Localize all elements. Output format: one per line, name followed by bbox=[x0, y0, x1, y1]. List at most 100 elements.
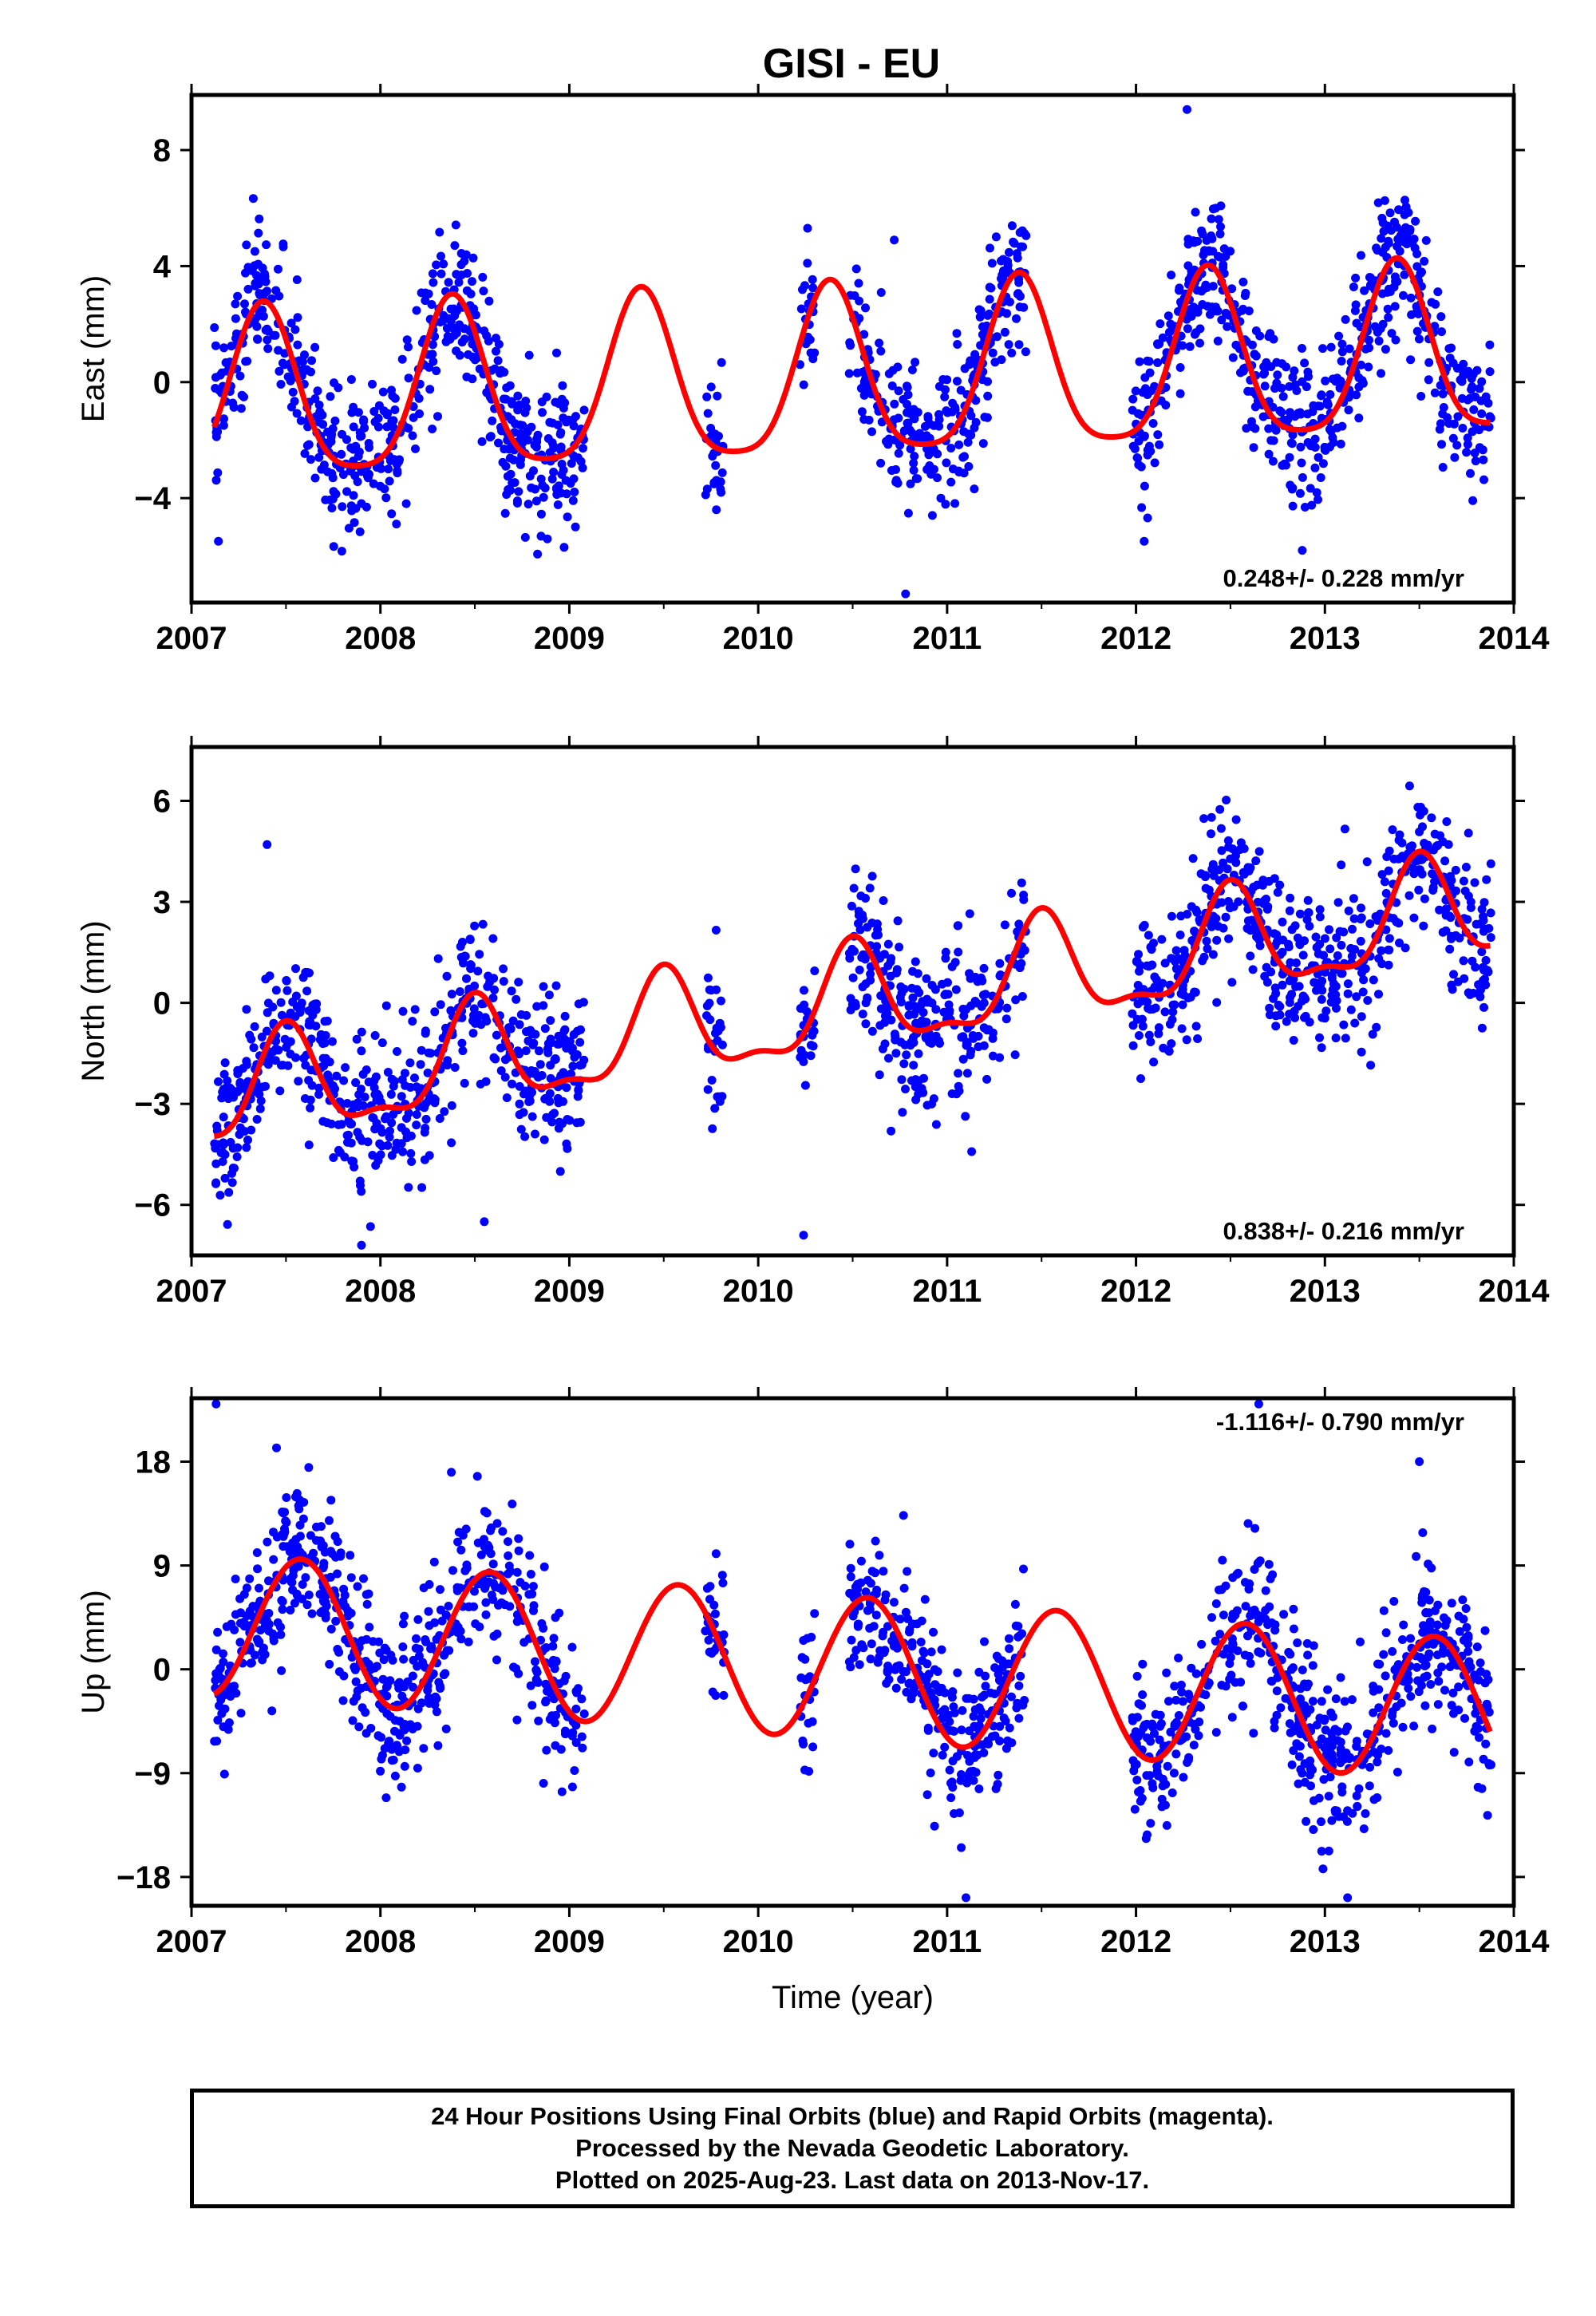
data-point bbox=[846, 1662, 855, 1672]
data-point bbox=[867, 871, 877, 881]
data-point bbox=[450, 1063, 460, 1072]
data-point bbox=[1191, 207, 1200, 217]
data-point bbox=[542, 1745, 551, 1755]
data-point bbox=[424, 1607, 433, 1616]
data-point bbox=[233, 1086, 243, 1096]
data-point bbox=[850, 291, 859, 300]
data-point bbox=[891, 1683, 901, 1693]
data-point bbox=[1464, 1757, 1474, 1767]
data-point bbox=[546, 1073, 555, 1083]
data-point bbox=[1168, 1007, 1178, 1017]
data-point bbox=[894, 413, 903, 423]
data-point bbox=[568, 496, 578, 505]
data-point bbox=[891, 464, 900, 474]
data-point bbox=[1413, 1676, 1423, 1686]
data-point bbox=[800, 1000, 809, 1010]
y-tick-label: −6 bbox=[134, 1188, 171, 1223]
data-point bbox=[1384, 1745, 1393, 1755]
data-point bbox=[1153, 358, 1163, 367]
data-point bbox=[1321, 1006, 1331, 1016]
data-point bbox=[1455, 933, 1464, 943]
data-point bbox=[1266, 1676, 1276, 1686]
y-tick-label: 9 bbox=[153, 1549, 171, 1584]
data-point bbox=[1394, 205, 1404, 215]
data-point bbox=[516, 1124, 526, 1134]
data-point bbox=[1380, 877, 1389, 887]
data-point bbox=[1315, 1033, 1324, 1042]
data-point bbox=[1214, 215, 1223, 224]
data-point bbox=[288, 387, 298, 397]
data-point bbox=[355, 1176, 365, 1186]
data-point bbox=[1294, 1779, 1303, 1788]
data-point bbox=[523, 500, 533, 509]
data-point bbox=[716, 477, 725, 487]
data-point bbox=[1344, 906, 1353, 915]
data-point bbox=[1381, 1671, 1390, 1681]
data-point bbox=[282, 1518, 291, 1528]
data-point bbox=[1289, 1036, 1298, 1045]
data-point bbox=[1298, 1769, 1307, 1778]
data-point bbox=[1152, 1761, 1162, 1771]
data-point bbox=[365, 443, 373, 453]
data-point bbox=[318, 1596, 328, 1605]
data-point bbox=[712, 505, 721, 515]
data-point bbox=[875, 338, 884, 348]
data-point bbox=[1451, 865, 1460, 875]
data-point bbox=[504, 1023, 514, 1033]
data-point bbox=[1343, 989, 1353, 998]
data-point bbox=[430, 1007, 440, 1017]
data-point bbox=[401, 1745, 410, 1755]
data-point bbox=[272, 1443, 281, 1452]
data-point bbox=[254, 228, 263, 238]
data-point bbox=[988, 1034, 998, 1043]
data-point bbox=[1385, 945, 1394, 954]
data-point bbox=[1381, 1628, 1391, 1638]
data-point bbox=[1167, 911, 1176, 921]
y-tick-label: −18 bbox=[117, 1860, 171, 1895]
data-point bbox=[468, 277, 476, 287]
data-point bbox=[1150, 458, 1159, 468]
data-point bbox=[1310, 463, 1320, 472]
data-point bbox=[879, 1567, 888, 1576]
data-point bbox=[494, 438, 503, 448]
data-point bbox=[1303, 367, 1313, 377]
data-point bbox=[486, 432, 496, 441]
data-point bbox=[1170, 1682, 1179, 1691]
data-point bbox=[1157, 935, 1167, 944]
data-point bbox=[1236, 838, 1246, 848]
data-point bbox=[1445, 944, 1455, 954]
data-point bbox=[440, 1107, 449, 1117]
data-point bbox=[801, 339, 811, 349]
data-point bbox=[379, 1655, 389, 1665]
data-point bbox=[348, 1716, 358, 1725]
data-point bbox=[456, 1583, 464, 1593]
data-point bbox=[519, 1089, 528, 1099]
data-point bbox=[355, 527, 365, 536]
data-point bbox=[428, 425, 437, 433]
data-point bbox=[918, 1646, 928, 1656]
data-point bbox=[1317, 1847, 1326, 1856]
data-point bbox=[1384, 236, 1393, 246]
data-point bbox=[897, 1674, 907, 1684]
data-point bbox=[1290, 1013, 1300, 1022]
data-point bbox=[1278, 935, 1288, 945]
data-point bbox=[1461, 1604, 1471, 1613]
data-point bbox=[1191, 1022, 1201, 1031]
data-point bbox=[1337, 969, 1347, 978]
data-point bbox=[1480, 1678, 1490, 1688]
data-point bbox=[571, 1704, 581, 1713]
data-point bbox=[377, 464, 385, 473]
data-point bbox=[1357, 1012, 1366, 1022]
data-point bbox=[1295, 488, 1305, 498]
data-point bbox=[510, 419, 519, 429]
data-point bbox=[1378, 247, 1388, 257]
data-point bbox=[1326, 426, 1336, 436]
data-point bbox=[263, 840, 272, 849]
data-point bbox=[247, 1658, 256, 1668]
data-point bbox=[1449, 970, 1458, 979]
data-point bbox=[1486, 908, 1495, 918]
data-point bbox=[359, 1574, 368, 1583]
data-point bbox=[397, 1782, 406, 1792]
data-point bbox=[1354, 382, 1364, 392]
data-point bbox=[1187, 311, 1196, 321]
